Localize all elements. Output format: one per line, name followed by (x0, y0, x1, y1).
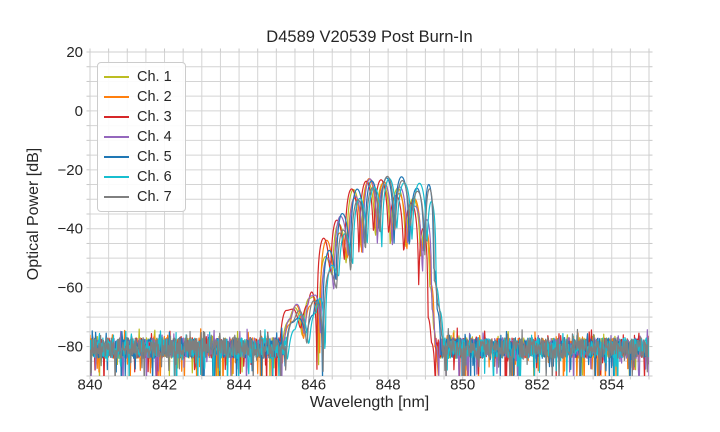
legend-line-swatch (104, 116, 129, 118)
legend-item-1: Ch. 1 (98, 67, 185, 87)
legend: Ch. 1 Ch. 2 Ch. 3 Ch. 4 Ch. 5 Ch. 6 Ch. 7 (97, 62, 186, 212)
gridlines (90, 52, 649, 376)
y-tick-label: 0 (75, 103, 83, 120)
legend-label: Ch. 2 (137, 89, 172, 105)
legend-item-2: Ch. 2 (98, 87, 185, 107)
x-tick-label: 850 (450, 377, 475, 394)
legend-label: Ch. 4 (137, 129, 172, 145)
legend-item-4: Ch. 4 (98, 127, 185, 147)
y-tick-label: 20 (66, 44, 83, 61)
x-tick-label: 842 (152, 377, 177, 394)
x-tick-label: 846 (301, 377, 326, 394)
legend-item-6: Ch. 6 (98, 167, 185, 187)
legend-item-3: Ch. 3 (98, 107, 185, 127)
x-tick-label: 852 (525, 377, 550, 394)
legend-item-5: Ch. 5 (98, 147, 185, 167)
x-tick-label: 854 (599, 377, 624, 394)
legend-label: Ch. 6 (137, 169, 172, 185)
x-tick-label: 840 (77, 377, 102, 394)
legend-label: Ch. 5 (137, 149, 172, 165)
y-tick-label: −80 (58, 339, 83, 356)
tick-marks (86, 48, 653, 380)
chart-title: D4589 V20539 Post Burn-In (266, 28, 473, 46)
x-axis-label: Wavelength [nm] (309, 394, 430, 411)
x-tick-label: 844 (227, 377, 252, 394)
y-tick-labels: 20 0 −20 −40 −60 −80 (58, 44, 83, 356)
legend-line-swatch (104, 76, 129, 78)
x-tick-label: 848 (376, 377, 401, 394)
series-lines (90, 175, 649, 376)
series-line-ch-7 (90, 175, 649, 376)
plot-border (89, 51, 650, 377)
y-tick-label: −40 (58, 221, 83, 238)
legend-line-swatch (104, 176, 129, 178)
legend-line-swatch (104, 136, 129, 138)
legend-item-7: Ch. 7 (98, 187, 185, 207)
legend-label: Ch. 3 (137, 109, 172, 125)
y-tick-label: −20 (58, 162, 83, 179)
legend-line-swatch (104, 96, 129, 98)
legend-label: Ch. 7 (137, 189, 172, 205)
legend-line-swatch (104, 156, 129, 158)
y-tick-label: −60 (58, 280, 83, 297)
legend-line-swatch (104, 196, 129, 198)
legend-label: Ch. 1 (137, 69, 172, 85)
x-tick-labels: 840 842 844 846 848 850 852 854 (77, 377, 624, 394)
